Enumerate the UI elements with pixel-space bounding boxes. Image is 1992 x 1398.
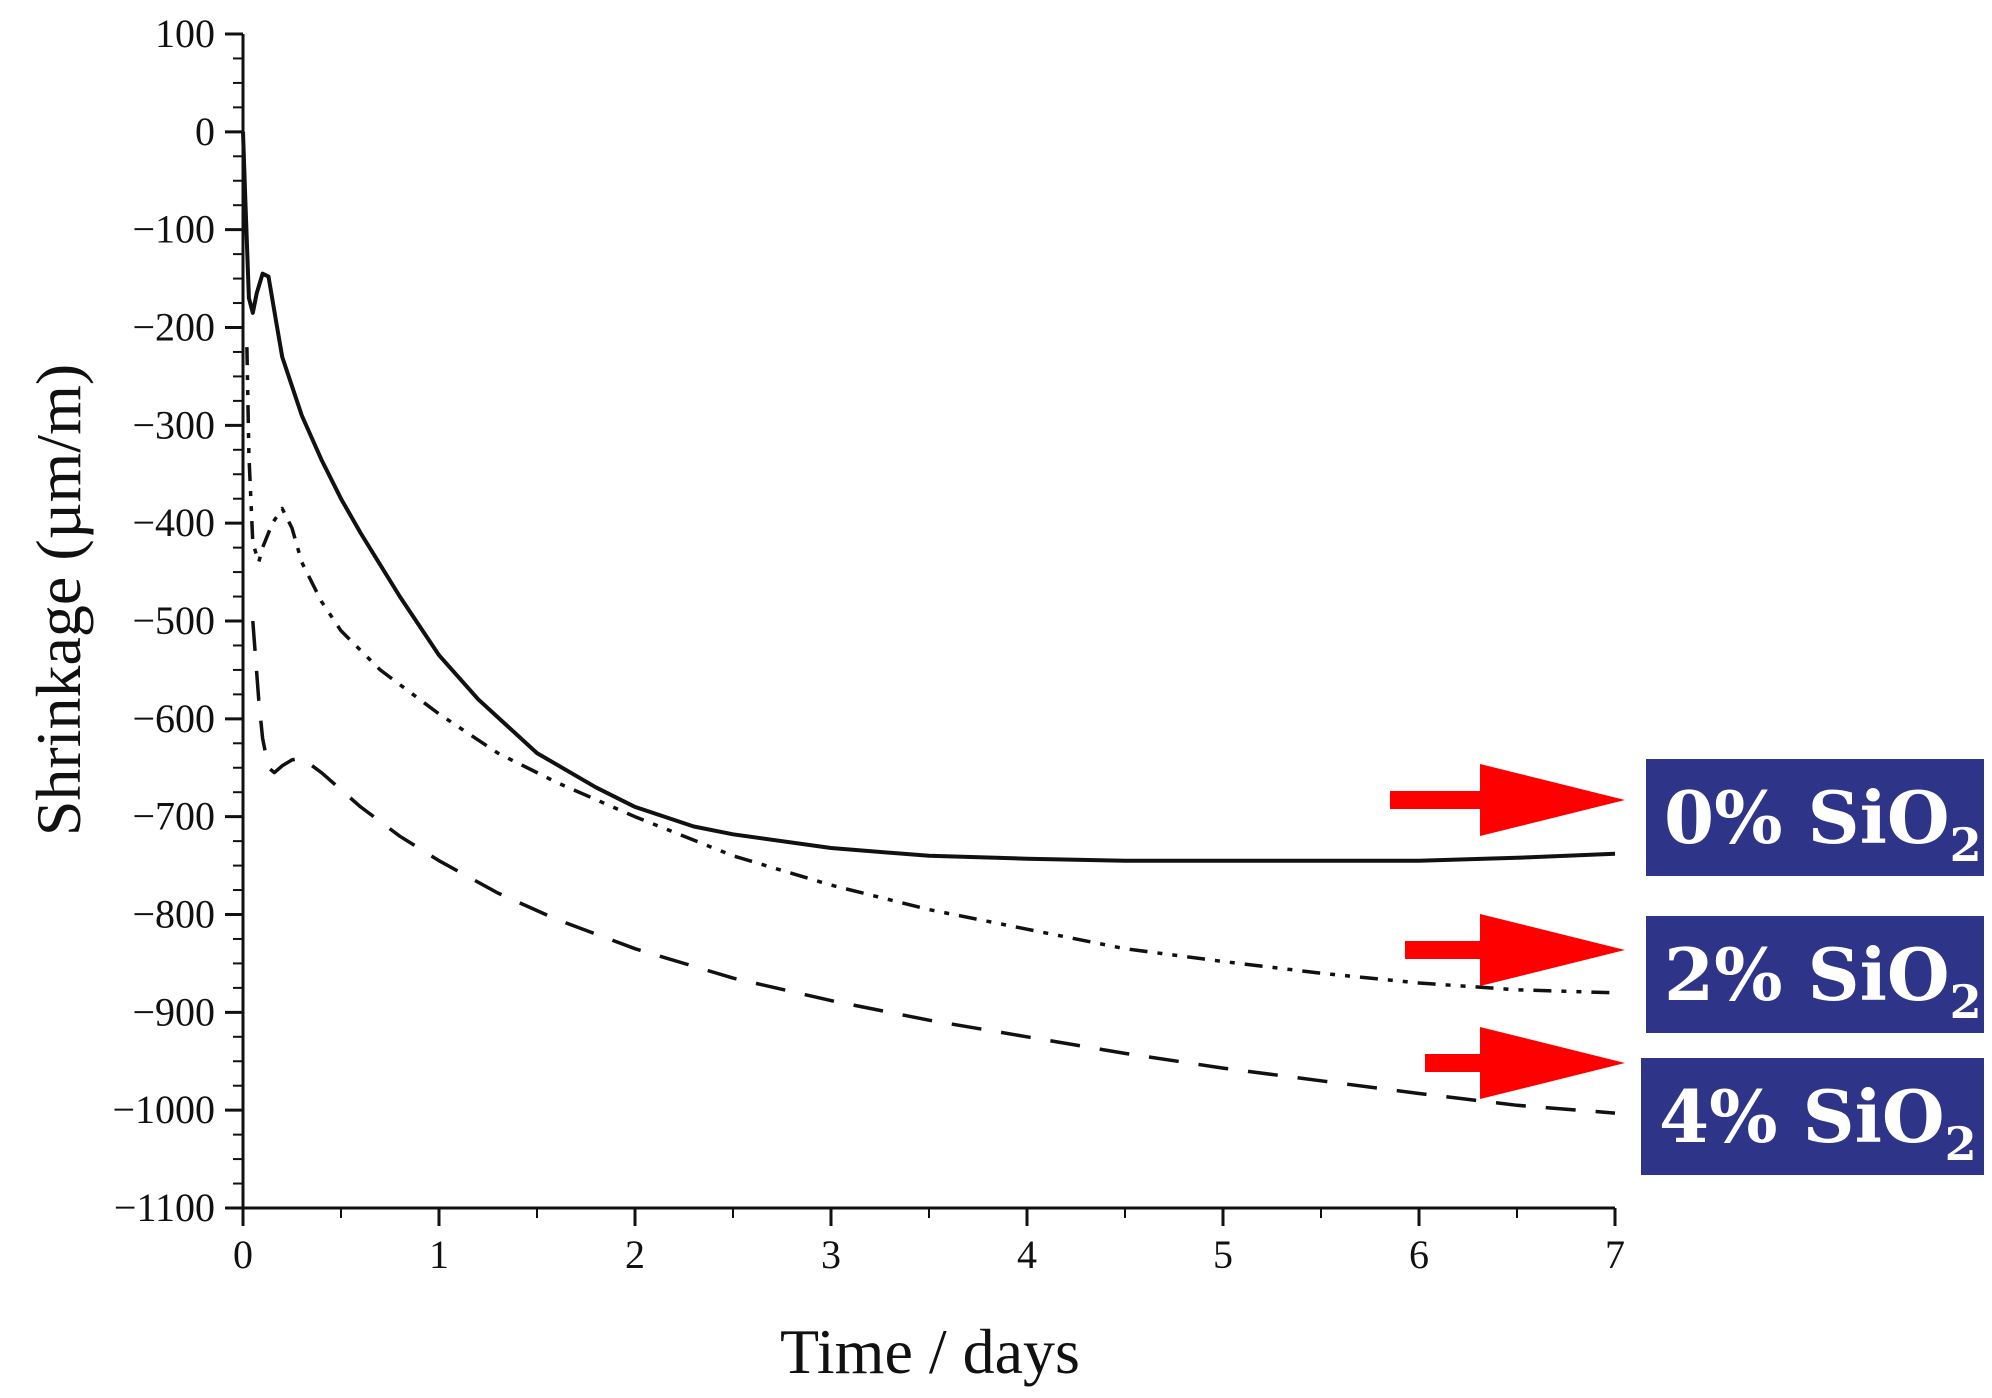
legend-item-0pct-sio2: 0% SiO2 [1390,759,1984,876]
y-tick-label: −300 [132,402,215,447]
y-tick-label: −700 [132,794,215,839]
legend-item-2pct-sio2: 2% SiO2 [1405,914,1984,1033]
y-tick-label: −1000 [112,1087,215,1132]
y-tick-label: −200 [132,305,215,350]
x-tick-label: 2 [625,1232,645,1277]
red-arrow-icon [1390,764,1625,836]
x-axis-title: Time / days [780,1316,1080,1387]
axes [241,34,1615,1210]
legend-box [1646,916,1984,1033]
legend-item-4pct-sio2: 4% SiO2 [1425,1027,1984,1175]
y-tick-label: −100 [132,207,215,252]
x-tick-label: 4 [1017,1232,1037,1277]
y-tick-label: −400 [132,500,215,545]
x-tick-label: 1 [429,1232,449,1277]
series-line-4pct-sio2 [251,620,1616,1115]
axis-ticks: 100 0 −100 −200 −300 −400 −500 −600 −700 −800 −900… [112,11,1625,1277]
y-tick-label: −800 [132,892,215,937]
legend-label: 0% SiO2 [1664,775,1982,872]
legend-label: 2% SiO2 [1664,932,1982,1029]
legend-annotations: 0% SiO2 2% SiO2 4% SiO2 [1390,759,1984,1175]
red-arrow-icon [1405,914,1625,986]
series-lines [241,131,1616,1115]
x-tick-label: 6 [1409,1232,1429,1277]
y-tick-label: −600 [132,696,215,741]
series-line-2pct-sio2 [245,347,1616,995]
legend-box [1646,759,1984,876]
y-axis-title: Shrinkage (µm/m) [23,364,94,836]
red-arrow-icon [1425,1027,1625,1099]
y-tick-label: −500 [132,598,215,643]
legend-box [1641,1058,1984,1175]
x-tick-label: 3 [821,1232,841,1277]
legend-label: 4% SiO2 [1659,1074,1977,1171]
x-tick-label: 0 [233,1232,253,1277]
y-tick-label: −900 [132,989,215,1034]
x-tick-label: 5 [1213,1232,1233,1277]
y-tick-label: 0 [195,109,215,154]
y-tick-label: −1100 [114,1185,215,1230]
y-tick-label: 100 [155,11,215,56]
series-line-0pct-sio2 [241,131,1616,863]
x-tick-label: 7 [1605,1232,1625,1277]
